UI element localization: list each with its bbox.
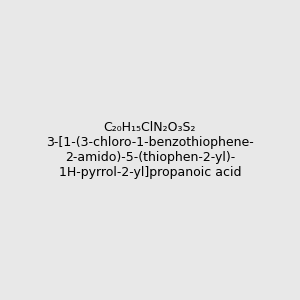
Text: C₂₀H₁₅ClN₂O₃S₂
3-[1-(3-chloro-1-benzothiophene-
2-amido)-5-(thiophen-2-yl)-
1H-p: C₂₀H₁₅ClN₂O₃S₂ 3-[1-(3-chloro-1-benzothi… [46, 121, 254, 179]
